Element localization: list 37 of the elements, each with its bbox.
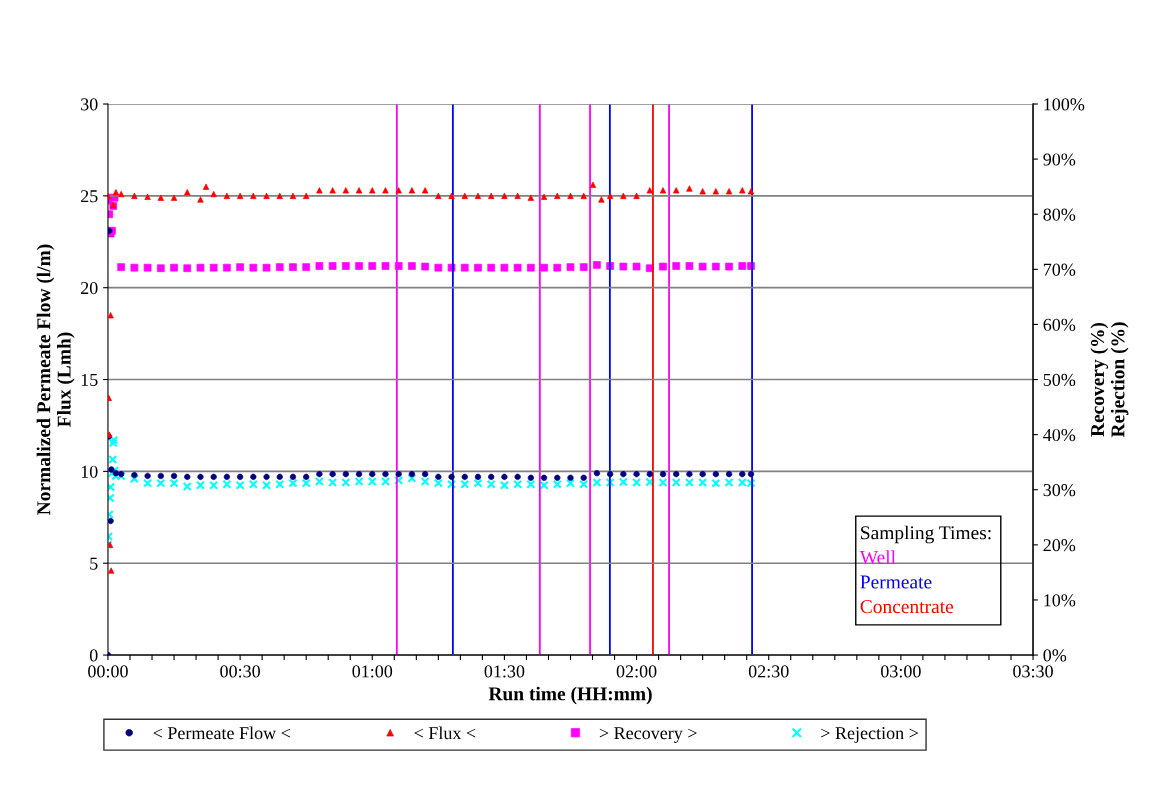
x-tick-label: 03:00 <box>881 665 921 678</box>
x-tick-label: 02:00 <box>616 665 657 678</box>
y-tick-label: 0 <box>89 649 98 662</box>
y2-tick-label: 20% <box>1043 539 1076 552</box>
x-tick-label: 03:30 <box>1013 665 1053 678</box>
y2-tick-label: 60% <box>1043 318 1076 331</box>
y-tick-label: 5 <box>90 557 98 570</box>
y2-tick-label: 50% <box>1043 373 1076 387</box>
annotation: Sampling Times: <box>861 525 991 544</box>
y-tick-label: 10 <box>81 465 98 478</box>
legend-label: > Rejection > <box>821 727 918 743</box>
x-tick-label: 02:30 <box>748 665 789 678</box>
legend-label: < Permeate Flow < <box>153 726 290 740</box>
y2-tick-label: 90% <box>1043 153 1076 166</box>
y-tick-label: 15 <box>81 373 98 386</box>
y2-tick-label: 40% <box>1043 428 1076 442</box>
annotation: Permeate <box>860 575 932 589</box>
legend-label: < Flux < <box>414 726 476 740</box>
annotation: Concentrate <box>860 600 954 614</box>
x-tick-label: 01:00 <box>352 665 393 678</box>
y2-tick-label: 80% <box>1043 208 1076 221</box>
y-axis-title: Normalized Permeate Flow (l/m) Flux (Lmh) <box>36 244 75 515</box>
y2-tick-label: 30% <box>1043 484 1076 497</box>
x-tick-label: 00:00 <box>88 665 128 678</box>
y2-tick-label: 70% <box>1043 263 1076 276</box>
y2-axis-title: Recovery (%) Rejection (%) <box>1090 322 1129 438</box>
y-tick-label: 20 <box>80 281 98 295</box>
y2-tick-label: 0% <box>1043 649 1067 662</box>
annotation: Well <box>859 550 896 565</box>
y2-tick-label: 100% <box>1044 98 1085 111</box>
y-tick-label: 30 <box>81 98 98 111</box>
x-axis-title: Run time (HH:mm) <box>488 686 652 705</box>
y2-tick-label: 10% <box>1044 594 1076 607</box>
legend-label: > Recovery > <box>599 727 697 743</box>
y-tick-label: 25 <box>80 190 98 203</box>
x-tick-label: 01:30 <box>484 665 525 678</box>
x-tick-label: 00:30 <box>220 665 260 678</box>
